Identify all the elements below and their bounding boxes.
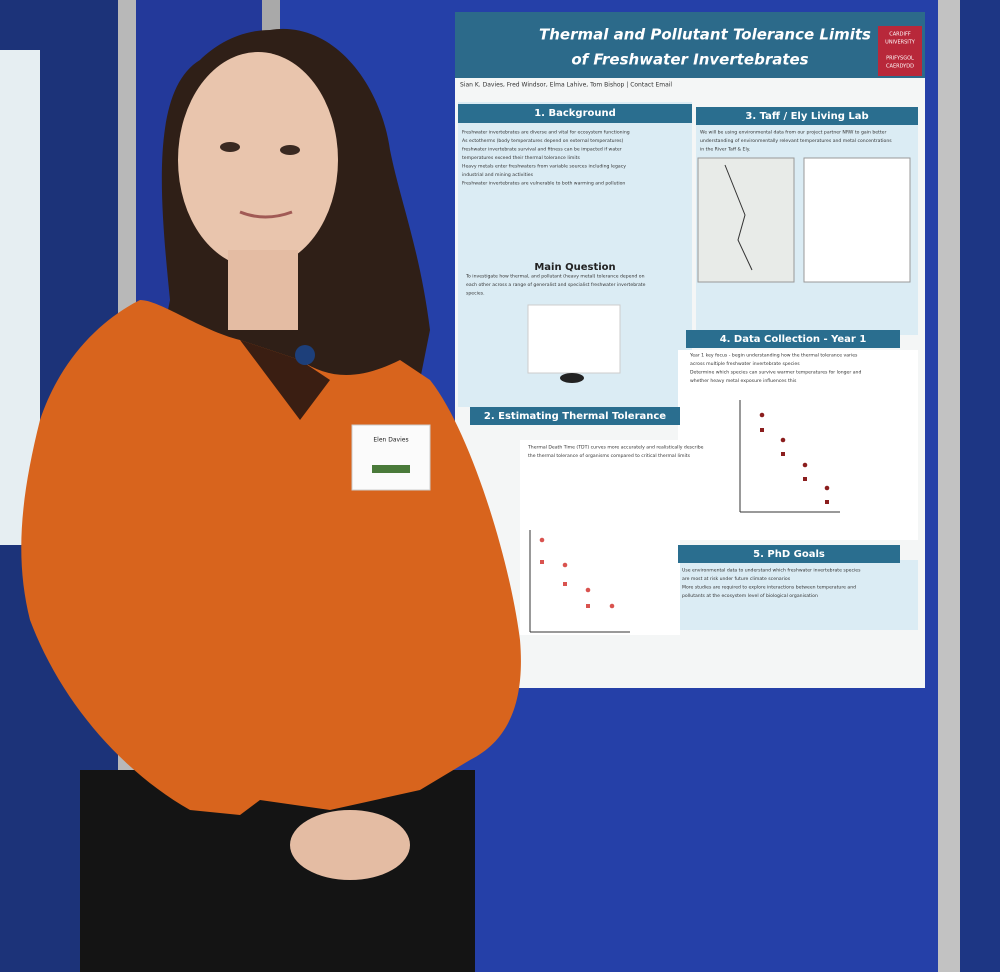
hands	[290, 810, 410, 880]
poster-title: Thermal and Pollutant Tolerance Limits	[539, 26, 871, 44]
panel	[678, 350, 918, 540]
body-text: Freshwater invertebrates are diverse and…	[462, 130, 630, 136]
section-header	[686, 330, 900, 348]
body-text: freshwater invertebrate survival and fit…	[462, 147, 622, 153]
body-text: Freshwater invertebrates are vulnerable …	[462, 181, 625, 187]
mouth	[239, 210, 293, 219]
body-text: species.	[466, 291, 485, 297]
chart-dots	[539, 537, 615, 609]
body-text: Use environmental data to understand whi…	[682, 568, 861, 574]
body-text: across multiple freshwater invertebrate …	[690, 361, 800, 367]
name-badge	[351, 424, 431, 491]
body-text: Year 1 key focus - begin understanding h…	[689, 353, 858, 359]
logo-text: CAERDYDD	[886, 64, 914, 70]
section-header	[470, 407, 680, 425]
shrimp	[560, 373, 584, 383]
chart-dots	[759, 412, 830, 504]
body-text: in the River Taff & Ely.	[700, 147, 750, 153]
panel	[520, 440, 680, 635]
section-heading: 5. PhD Goals	[753, 549, 825, 560]
pendant	[295, 345, 315, 365]
trousers	[80, 770, 475, 972]
panel	[678, 560, 918, 630]
question-figure	[527, 304, 621, 374]
title-band	[455, 12, 925, 78]
body-text: whether heavy metal exposure influences …	[690, 378, 797, 384]
body-text: temperatures exceed their thermal tolera…	[462, 155, 580, 161]
neckline	[240, 340, 330, 420]
neck	[228, 250, 298, 330]
section-header	[678, 545, 900, 563]
poster: CARDIFF UNIVERSITY PRIFYSGOL CAERDYDD Th…	[455, 12, 925, 688]
face	[178, 52, 338, 268]
section-header	[696, 107, 918, 125]
body-text: the thermal tolerance of organisms compa…	[528, 453, 691, 459]
person: Elen Davies	[21, 28, 521, 972]
eye	[220, 142, 240, 152]
post	[938, 0, 960, 972]
body-text: Thermal Death Time (TDT) curves more acc…	[527, 445, 704, 451]
logo-text: UNIVERSITY	[885, 40, 916, 46]
section-heading: 2. Estimating Thermal Tolerance	[484, 411, 666, 422]
badge-name: Elen Davies	[373, 437, 408, 444]
section-heading: Main Question	[534, 262, 615, 273]
authors: Sian K. Davies, Fred Windsor, Elma Lahiv…	[460, 82, 672, 89]
body-text: industrial and mining activities	[462, 172, 534, 178]
body-text: Determine which species can survive warm…	[690, 370, 861, 376]
logo-text: PRIFYSGOL	[886, 56, 914, 62]
body-text: To investigate how thermal, and pollutan…	[465, 274, 645, 280]
body-text: understanding of environmentally relevan…	[700, 138, 892, 144]
rule	[458, 122, 692, 123]
food-web	[803, 157, 911, 283]
section-heading: 4. Data Collection - Year 1	[720, 334, 867, 345]
body-text: We will be using environmental data from…	[700, 130, 886, 136]
logo-text: CARDIFF	[889, 32, 911, 38]
river	[724, 164, 753, 271]
body-text: are most at risk under future climate sc…	[682, 576, 791, 582]
body-text: each other across a range of generalist …	[466, 282, 646, 288]
section-heading: 1. Background	[534, 108, 616, 119]
logo	[878, 26, 922, 76]
section-header	[458, 104, 692, 122]
poster-title: of Freshwater Invertebrates	[571, 51, 808, 69]
body-text: Heavy metals enter freshwaters from vari…	[462, 164, 626, 170]
badge-logo	[372, 465, 410, 473]
far-board	[960, 0, 1000, 972]
body-text: More studies are required to explore int…	[682, 585, 856, 591]
body-text: As ectotherms (body temperatures depend …	[462, 138, 624, 144]
body-text: pollutants at the ecosystem level of bio…	[682, 593, 818, 599]
section-heading: 3. Taff / Ely Living Lab	[745, 111, 868, 122]
eye	[280, 145, 300, 155]
map	[697, 157, 795, 283]
